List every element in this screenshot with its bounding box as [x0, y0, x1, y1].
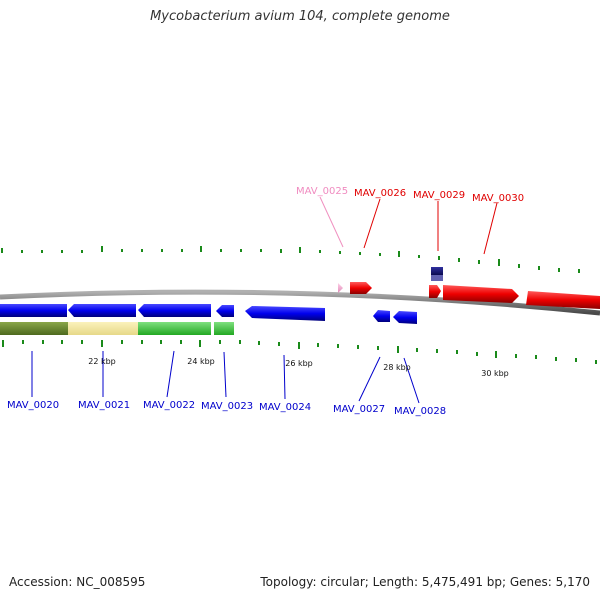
- gene-label-mav-0023: MAV_0023: [201, 401, 253, 412]
- gene-label-mav-0030: MAV_0030: [472, 193, 524, 204]
- gene-labels-above: MAV_0025 MAV_0026 MAV_0029 MAV_0030: [296, 186, 524, 204]
- genome-backbone: [0, 289, 600, 316]
- gene-feature-mav-0031: [526, 291, 600, 309]
- band-segment-green-2: [214, 322, 234, 335]
- gene-label-mav-0021: MAV_0021: [78, 400, 130, 411]
- ruler-label-24kbp: 24 kbp: [187, 357, 215, 366]
- gene-label-mav-0025: MAV_0025: [296, 186, 348, 197]
- gene-label-mav-0020: MAV_0020: [7, 400, 59, 411]
- gene-label-mav-0022: MAV_0022: [143, 400, 195, 411]
- ruler-labels: 22 kbp 24 kbp 26 kbp 28 kbp 30 kbp: [88, 357, 509, 378]
- gene-feature-mav-0024: [245, 306, 325, 321]
- gene-feature-mav-0023: [216, 305, 234, 317]
- band-segment-olive: [0, 322, 68, 335]
- genome-stats-text: Topology: circular; Length: 5,475,491 bp…: [260, 575, 590, 589]
- gene-feature-mav-0020: [0, 304, 67, 317]
- gene-feature-mav-0025: [338, 283, 343, 293]
- gene-feature-navy-top: [431, 267, 443, 275]
- gene-labels-below: MAV_0020 MAV_0021 MAV_0022 MAV_0023 MAV_…: [7, 400, 446, 417]
- gene-feature-mav-0030: [443, 285, 519, 303]
- gene-feature-mav-0028: [393, 311, 417, 324]
- reverse-strand-genes[interactable]: [0, 304, 417, 324]
- ruler-label-28kbp: 28 kbp: [383, 363, 411, 372]
- accession-text: Accession: NC_008595: [9, 575, 146, 589]
- band-segment-green-1: [138, 322, 211, 335]
- gene-feature-mav-0029: [429, 285, 441, 298]
- gene-feature-navy-bottom: [431, 275, 443, 281]
- gene-label-mav-0027: MAV_0027: [333, 404, 385, 415]
- gene-label-mav-0029: MAV_0029: [413, 190, 465, 201]
- gene-feature-mav-0021: [68, 304, 136, 317]
- inner-tick-marks: [2, 340, 597, 364]
- band-segment-cream: [68, 322, 138, 335]
- page-title: Mycobacterium avium 104, complete genome: [150, 9, 450, 24]
- outer-tick-marks: [1, 246, 580, 273]
- gene-feature-mav-0026: [350, 282, 372, 294]
- inner-feature-band: [0, 322, 234, 335]
- ruler-label-22kbp: 22 kbp: [88, 357, 116, 366]
- gene-feature-mav-0022: [138, 304, 211, 317]
- ruler-label-30kbp: 30 kbp: [481, 369, 509, 378]
- gene-feature-mav-0027: [373, 310, 390, 322]
- leader-lines-below: [31, 350, 420, 404]
- gene-label-mav-0024: MAV_0024: [259, 402, 311, 413]
- gene-label-mav-0028: MAV_0028: [394, 406, 446, 417]
- forward-strand-genes[interactable]: [338, 267, 600, 309]
- ruler-label-26kbp: 26 kbp: [285, 359, 313, 368]
- gene-label-mav-0026: MAV_0026: [354, 188, 406, 199]
- leader-lines-above: [319, 196, 498, 255]
